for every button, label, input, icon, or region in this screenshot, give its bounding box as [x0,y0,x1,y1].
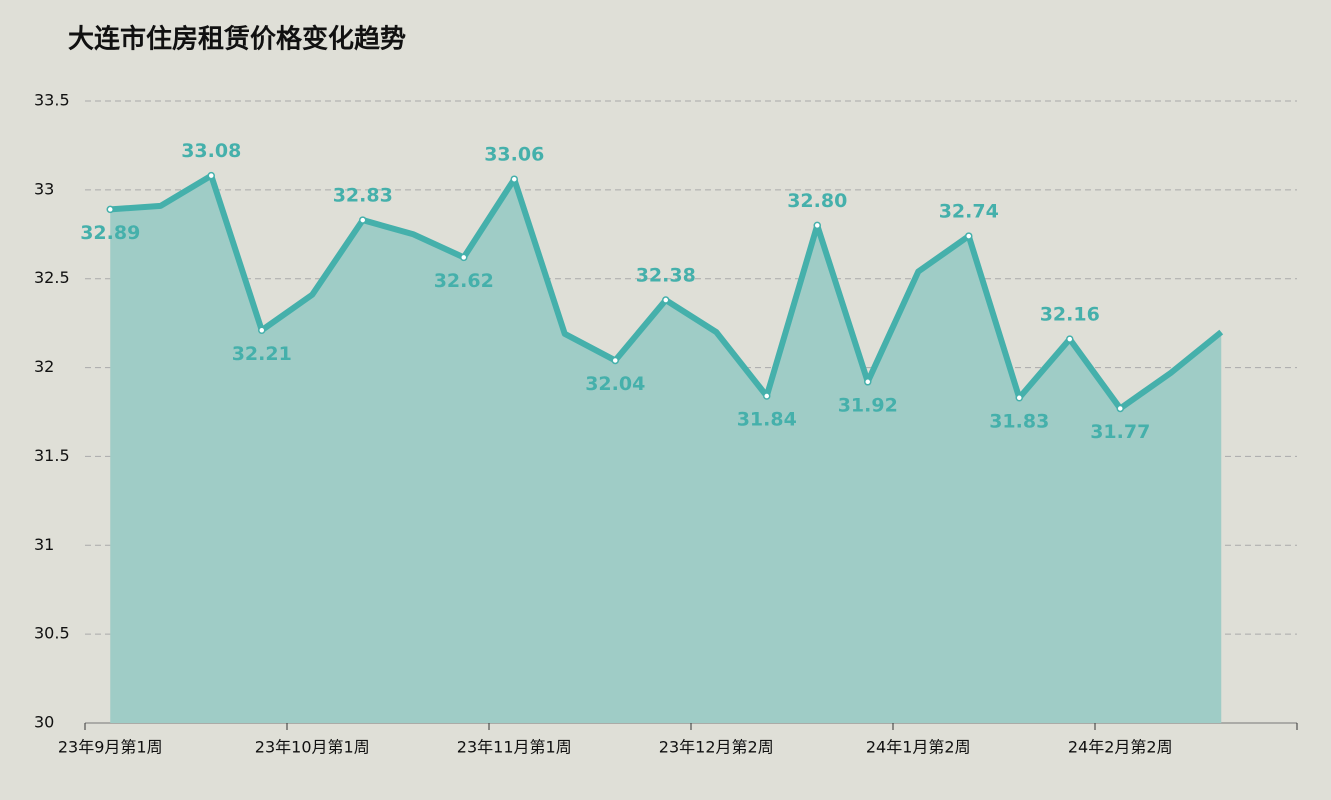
value-label: 31.83 [989,410,1049,432]
value-label: 32.38 [636,265,696,287]
y-tick-label: 31 [34,535,54,554]
x-tick-label: 24年1月第2周 [866,738,971,757]
point [1066,335,1074,343]
point [864,378,872,386]
value-label: 31.84 [737,409,797,431]
x-tick-label: 23年10月第1周 [255,738,370,757]
value-label: 33.08 [181,140,241,162]
y-tick-label: 33.5 [34,91,70,110]
y-tick-label: 31.5 [34,446,70,465]
value-label: 32.89 [80,222,140,244]
point [207,171,215,180]
value-label: 32.21 [232,343,292,365]
x-tick-label: 24年2月第2周 [1068,738,1173,757]
value-label: 33.06 [484,144,544,166]
value-label: 32.74 [939,201,999,223]
point [813,221,821,230]
point [510,175,518,183]
value-label: 31.92 [838,394,898,416]
value-label: 32.62 [434,270,494,292]
y-tick-label: 30 [34,713,54,732]
point [460,253,468,262]
x-tick-label: 23年12月第2周 [659,738,774,757]
point [611,356,619,365]
point [106,205,114,214]
value-label: 32.04 [585,373,645,395]
y-tick-label: 32 [34,357,54,376]
value-label: 31.77 [1090,421,1150,443]
point [258,326,266,335]
value-label: 32.16 [1040,304,1100,326]
y-tick-label: 33 [34,179,54,198]
value-label: 32.80 [787,190,847,212]
point [763,392,771,400]
y-tick-label: 32.5 [34,268,70,287]
x-tick-label: 23年9月第1周 [58,738,163,757]
point [662,296,670,304]
point [965,232,973,240]
chart-title: 大连市住房租赁价格变化趋势 [68,24,406,55]
point [359,216,367,224]
point [1015,394,1023,402]
area [110,175,1222,723]
y-tick-label: 30.5 [34,624,70,643]
value-label: 32.83 [333,185,393,207]
x-tick-label: 23年11月第1周 [457,738,572,757]
point [1116,404,1124,413]
